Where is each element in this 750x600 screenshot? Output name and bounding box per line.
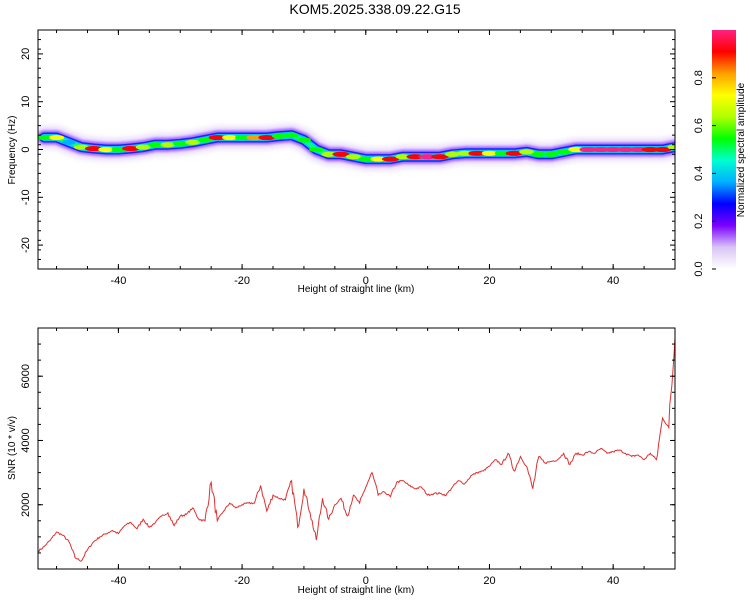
ridge-point	[654, 146, 672, 153]
colorbar-gradient	[712, 30, 736, 269]
ridge-point	[628, 146, 647, 153]
snr-plot-area	[38, 328, 675, 569]
snr-xtick-label: 20	[483, 575, 495, 587]
colorbar: 0.0 0.2 0.4 0.6 0.8 Normalized spectral ampl…	[693, 30, 747, 277]
ridge-point	[481, 150, 498, 156]
snr-ylabel: SNR (10 * v/v)	[7, 416, 18, 480]
ridge-point	[84, 145, 103, 152]
ridge-point	[284, 132, 299, 138]
snr-xtick-label: 40	[607, 575, 619, 587]
spectrogram-ytick-label: -20	[20, 237, 32, 253]
spectral-ridge	[38, 124, 675, 171]
ridge-point	[271, 133, 287, 139]
ridge-point	[395, 154, 411, 160]
snr-xtick-label: 0	[363, 575, 369, 587]
ridge-point	[531, 151, 547, 157]
ridge-point	[111, 146, 126, 153]
ridge-point	[616, 146, 635, 153]
spectrogram-xlabel: Height of straight line (km)	[298, 284, 415, 295]
snr-ytick-label: 4000	[20, 428, 32, 452]
colorbar-ticks: 0.0 0.2 0.4 0.6 0.8	[693, 70, 716, 277]
ridge-point	[121, 145, 140, 152]
colorbar-tick-label: 0.8	[693, 70, 705, 85]
snr-frame	[37, 327, 676, 570]
ridge-point	[406, 154, 425, 160]
ridge-point	[556, 149, 571, 155]
ridge-point	[185, 139, 201, 145]
snr-ytick-label: 6000	[20, 364, 32, 388]
ridge-point	[296, 137, 311, 143]
spectrogram-xtick-label: 0	[363, 275, 369, 287]
spectrogram-xtick-label: -40	[110, 275, 126, 287]
ridge-point	[173, 141, 188, 147]
spectrogram-ticks: -40 -20 0 20 40 -20 -10 0 10 20	[20, 29, 676, 287]
ridge-point	[246, 134, 263, 141]
ridge-point	[321, 151, 337, 157]
spectrogram-ytick-label: 10	[20, 96, 32, 108]
colorbar-tick-label: 0.6	[693, 118, 705, 133]
ridge-point	[135, 144, 151, 150]
colorbar-tick-label: 0.2	[693, 214, 705, 229]
ridge-point	[418, 154, 437, 160]
ridge-point	[221, 134, 238, 141]
spectrogram-ytick-label: 20	[20, 48, 32, 60]
ridge-point	[345, 154, 362, 160]
ridge-point	[38, 134, 52, 141]
snr-ytick-label: 2000	[20, 492, 32, 516]
ridge-point	[457, 150, 473, 156]
ridge-point	[208, 134, 227, 141]
ridge-point	[579, 146, 598, 153]
ridge-point	[48, 134, 65, 141]
snr-series-line	[38, 337, 675, 562]
ridge-point	[519, 149, 534, 155]
ridge-point	[431, 154, 449, 160]
ridge-point	[604, 146, 623, 153]
snr-panel: -40 -20 0 20 40 2000 4000 6000 Height of straig…	[7, 327, 676, 596]
ridge-point	[591, 146, 610, 153]
snr-xlabel: Height of straight line (km)	[298, 585, 415, 596]
ridge-point	[309, 146, 324, 153]
ridge-point	[160, 142, 176, 148]
ridge-point	[667, 144, 675, 150]
ridge-point	[98, 146, 114, 153]
spectrogram-xtick-label: -20	[234, 275, 250, 287]
spectrogram-panel: -40 -20 0 20 40 -20 -10 0 10 20 Height of straigh…	[7, 29, 676, 295]
ridge-point	[370, 156, 386, 162]
ridge-point	[505, 150, 523, 156]
chart-title: KOM5.2025.338.09.22.G15	[289, 1, 460, 17]
ridge-point	[444, 151, 460, 157]
spectrogram-ytick-label: -10	[20, 189, 32, 205]
ridge-point	[544, 151, 559, 157]
ridge-point	[381, 156, 400, 162]
snr-xtick-label: -20	[234, 575, 250, 587]
ridge-point	[468, 150, 486, 156]
spectrogram-ylabel: Frequency (Hz)	[7, 116, 18, 185]
ridge-point	[358, 156, 373, 162]
ridge-point	[641, 146, 660, 153]
ridge-point	[197, 137, 212, 143]
ridge-point	[332, 151, 350, 157]
ridge-point	[148, 142, 163, 148]
colorbar-label: Normalized spectral amplitude	[736, 82, 747, 217]
spectrogram-xtick-label: 20	[483, 275, 495, 287]
colorbar-tick-label: 0.4	[693, 166, 705, 181]
ridge-point	[234, 134, 250, 141]
spectrogram-ytick-label: 0	[20, 146, 32, 152]
ridge-point	[62, 139, 76, 145]
snr-xtick-label: -40	[110, 575, 126, 587]
ridge-point	[494, 150, 510, 156]
ridge-point	[568, 146, 584, 153]
ridge-point	[258, 134, 276, 141]
spectrogram-xtick-label: 40	[607, 275, 619, 287]
colorbar-tick-label: 0.0	[693, 261, 705, 276]
snr-ticks: -40 -20 0 20 40 2000 4000 6000	[20, 327, 676, 587]
